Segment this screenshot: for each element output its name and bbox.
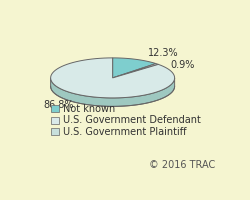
FancyBboxPatch shape (50, 128, 59, 135)
Text: 12.3%: 12.3% (148, 48, 178, 58)
Text: U.S. Government Plaintiff: U.S. Government Plaintiff (63, 127, 187, 137)
Text: U.S. Government Defendant: U.S. Government Defendant (63, 115, 201, 125)
Polygon shape (51, 58, 174, 98)
Text: © 2016 TRAC: © 2016 TRAC (149, 160, 215, 170)
Polygon shape (112, 58, 156, 78)
Polygon shape (112, 64, 158, 78)
Text: 0.9%: 0.9% (170, 60, 194, 70)
FancyBboxPatch shape (50, 117, 59, 124)
Text: 86.8%: 86.8% (44, 100, 74, 110)
FancyBboxPatch shape (50, 105, 59, 112)
Polygon shape (51, 78, 174, 106)
Text: Not known: Not known (63, 104, 116, 114)
